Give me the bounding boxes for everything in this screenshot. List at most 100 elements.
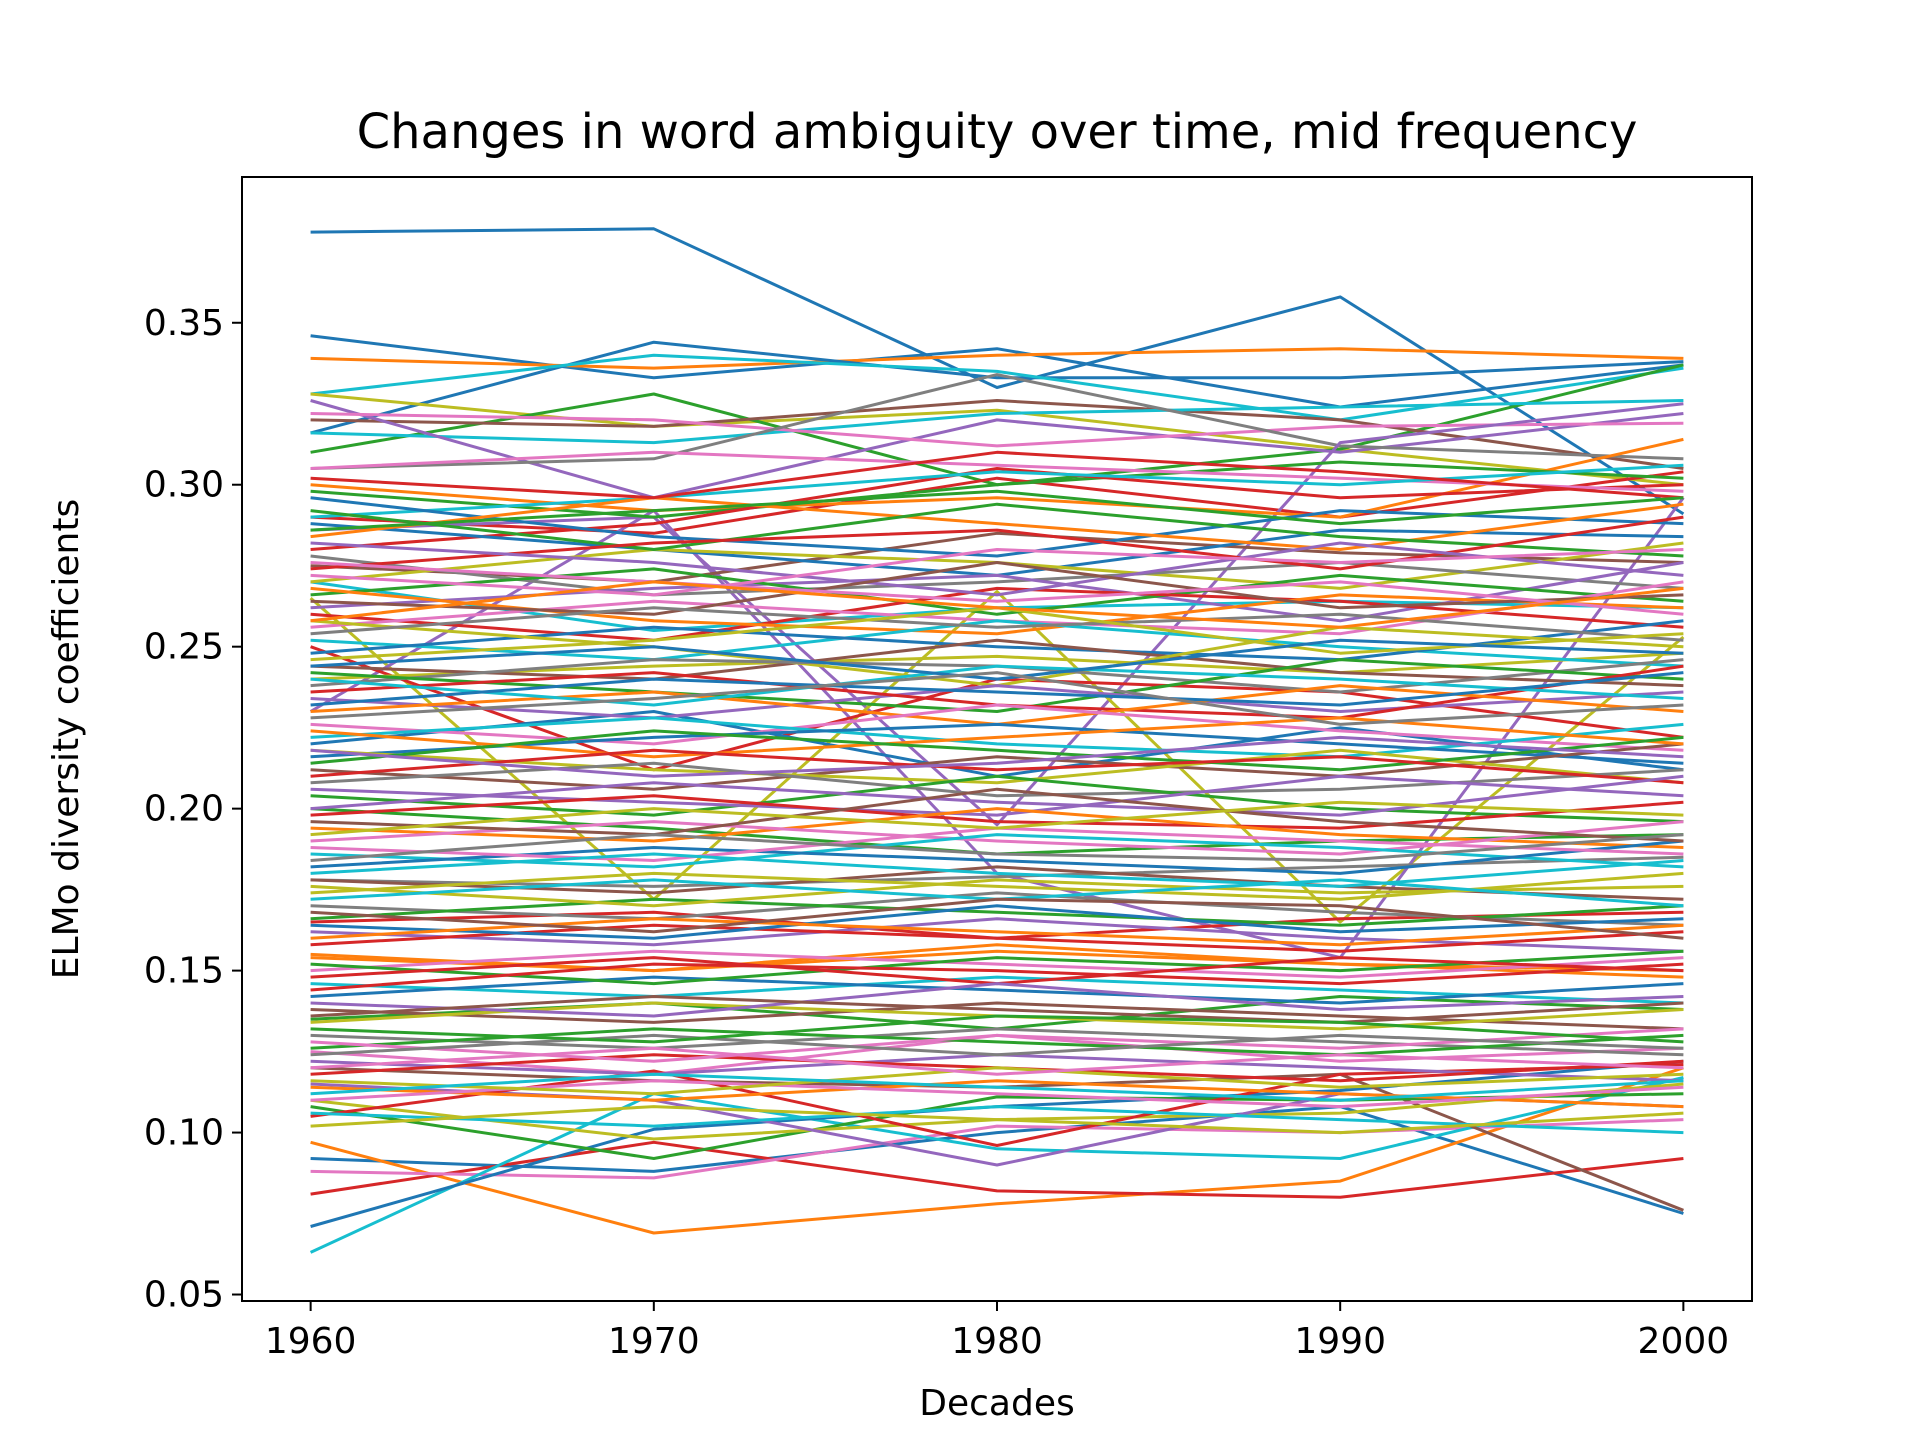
series-line-115 bbox=[310, 949, 1684, 986]
series-line-8 bbox=[310, 399, 1684, 445]
series-line-113 bbox=[310, 904, 1684, 940]
series-line-38 bbox=[310, 460, 1684, 519]
series-line-7 bbox=[310, 399, 1684, 470]
series-line-134 bbox=[310, 1014, 1684, 1044]
series-line-45 bbox=[310, 554, 1684, 597]
series-line-135 bbox=[310, 1046, 1684, 1076]
series-line-85 bbox=[310, 1027, 1684, 1057]
series-line-126 bbox=[310, 580, 1684, 629]
series-line-28 bbox=[310, 1140, 1684, 1199]
series-line-102 bbox=[310, 664, 1684, 707]
series-line-122 bbox=[310, 1072, 1684, 1102]
series-line-27 bbox=[310, 1066, 1684, 1235]
series-line-69 bbox=[310, 807, 1684, 849]
series-line-10 bbox=[310, 412, 1684, 448]
series-line-121 bbox=[310, 1066, 1684, 1096]
y-axis-ticks: 0.05 0.10 0.15 0.20 0.25 0.30 0.35 bbox=[144, 303, 242, 1316]
y-tick-label: 0.35 bbox=[144, 303, 224, 344]
series-line-83 bbox=[310, 1001, 1684, 1031]
series-lines bbox=[309, 227, 1685, 1254]
series-line-90 bbox=[310, 1079, 1684, 1109]
series-line-125 bbox=[310, 548, 1684, 597]
y-tick-label: 0.15 bbox=[144, 951, 224, 992]
series-line-4 bbox=[310, 353, 1684, 422]
series-line-118 bbox=[310, 995, 1684, 1024]
series-line-41 bbox=[310, 463, 1684, 519]
series-line-64 bbox=[310, 748, 1684, 785]
series-line-95 bbox=[310, 502, 1684, 558]
chart-title: Changes in word ambiguity over time, mid… bbox=[357, 104, 1638, 160]
series-line-29 bbox=[310, 1118, 1684, 1180]
series-line-86 bbox=[310, 1027, 1684, 1057]
y-axis-label: ELMo diversity coefficients bbox=[46, 499, 87, 979]
x-tick-label: 1980 bbox=[951, 1321, 1043, 1362]
series-line-99 bbox=[310, 561, 1684, 616]
x-tick-label: 1960 bbox=[265, 1321, 357, 1362]
series-line-40 bbox=[310, 450, 1684, 493]
series-line-67 bbox=[310, 774, 1684, 817]
series-line-108 bbox=[310, 787, 1684, 843]
series-line-79 bbox=[310, 949, 1684, 979]
x-axis-ticks: 1960 1970 1980 1990 2000 bbox=[265, 1301, 1729, 1362]
series-line-13 bbox=[310, 402, 1684, 827]
series-line-106 bbox=[310, 748, 1684, 785]
series-line-66 bbox=[310, 774, 1684, 824]
series-line-89 bbox=[310, 1079, 1684, 1109]
series-line-39 bbox=[310, 467, 1684, 551]
series-line-61 bbox=[310, 716, 1684, 759]
series-line-105 bbox=[310, 729, 1684, 772]
series-line-2 bbox=[310, 347, 1684, 370]
y-tick-label: 0.05 bbox=[144, 1275, 224, 1316]
series-line-70 bbox=[310, 820, 1684, 856]
x-tick-label: 2000 bbox=[1638, 1321, 1730, 1362]
y-tick-label: 0.20 bbox=[144, 789, 224, 830]
x-tick-label: 1970 bbox=[608, 1321, 700, 1362]
series-line-62 bbox=[310, 722, 1684, 765]
series-line-131 bbox=[310, 852, 1684, 888]
series-line-47 bbox=[310, 567, 1684, 616]
series-line-0 bbox=[310, 227, 1685, 516]
series-line-117 bbox=[310, 982, 1684, 1018]
series-line-57 bbox=[310, 684, 1684, 720]
series-line-68 bbox=[310, 794, 1684, 830]
series-line-80 bbox=[310, 949, 1684, 979]
x-axis-label: Decades bbox=[919, 1383, 1074, 1424]
series-line-9 bbox=[310, 399, 1684, 500]
series-line-71 bbox=[310, 833, 1684, 869]
series-line-92 bbox=[310, 1105, 1684, 1135]
series-line-127 bbox=[310, 638, 1684, 681]
series-line-37 bbox=[310, 437, 1684, 519]
series-line-132 bbox=[310, 897, 1684, 940]
series-line-111 bbox=[310, 878, 1684, 908]
series-line-96 bbox=[310, 515, 1684, 571]
series-line-91 bbox=[310, 1105, 1684, 1135]
series-line-3 bbox=[310, 340, 1684, 435]
series-line-120 bbox=[310, 1033, 1684, 1057]
series-line-103 bbox=[310, 671, 1684, 707]
series-line-30 bbox=[309, 1076, 1684, 1254]
series-line-94 bbox=[310, 496, 1684, 551]
x-tick-label: 1990 bbox=[1294, 1321, 1386, 1362]
series-line-123 bbox=[310, 450, 1684, 500]
series-line-97 bbox=[310, 541, 1684, 597]
series-line-53 bbox=[310, 638, 1684, 688]
series-line-5 bbox=[310, 392, 1684, 487]
series-line-76 bbox=[310, 897, 1684, 927]
y-tick-label: 0.25 bbox=[144, 627, 224, 668]
series-line-77 bbox=[310, 917, 1684, 953]
series-line-110 bbox=[310, 833, 1684, 862]
series-line-128 bbox=[310, 671, 1684, 726]
series-line-130 bbox=[310, 800, 1684, 837]
series-line-11 bbox=[310, 373, 1684, 470]
series-line-129 bbox=[310, 735, 1684, 778]
series-line-107 bbox=[310, 774, 1684, 817]
series-line-82 bbox=[310, 975, 1684, 1005]
series-line-12 bbox=[310, 470, 1684, 535]
series-line-81 bbox=[310, 975, 1684, 1005]
series-line-98 bbox=[310, 561, 1684, 616]
series-line-78 bbox=[310, 923, 1684, 953]
series-line-56 bbox=[310, 658, 1684, 713]
series-line-104 bbox=[310, 716, 1684, 759]
